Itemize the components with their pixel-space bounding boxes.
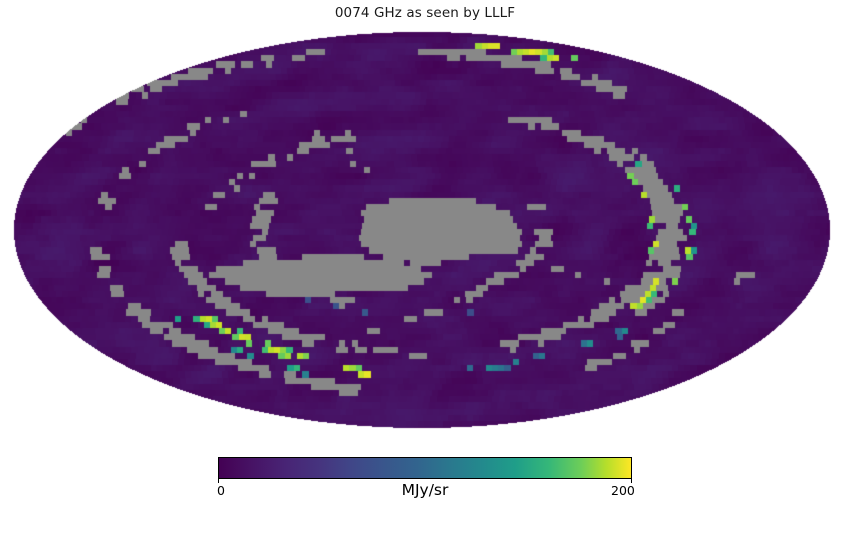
colorbar: 0 200 MJy/sr [217, 457, 635, 499]
colorbar-tick-label-max: 200 [611, 483, 635, 498]
colorbar-tick-min [218, 479, 220, 483]
sky-map [12, 30, 832, 430]
page-title: 0074 GHz as seen by LLLF [334, 5, 516, 21]
mollweide-sky-map-canvas [12, 30, 832, 430]
colorbar-tick-label-min: 0 [217, 483, 225, 498]
colorbar-gradient [218, 457, 632, 479]
colorbar-tick-max [630, 479, 632, 483]
colorbar-unit-label: MJy/sr [401, 481, 449, 499]
